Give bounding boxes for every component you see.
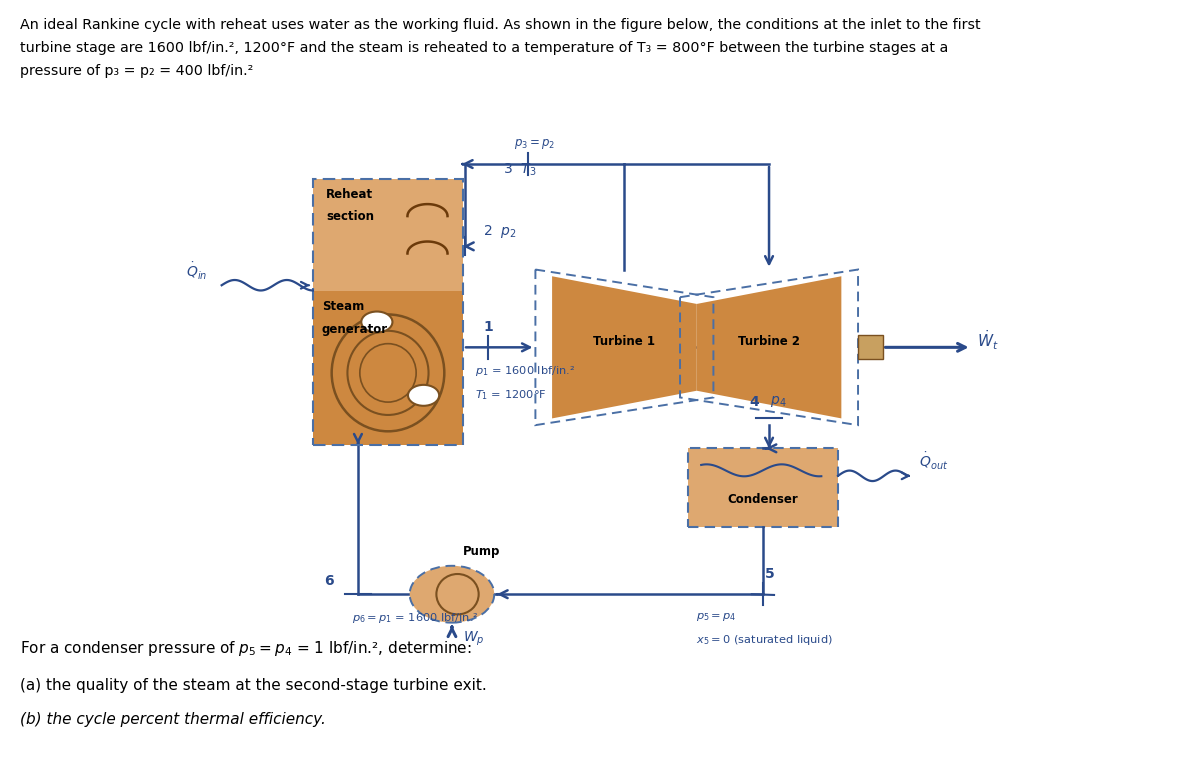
Text: $\dot{Q}_{in}$: $\dot{Q}_{in}$ — [186, 261, 207, 281]
Text: $T_1$ = 1200°F: $T_1$ = 1200°F — [475, 389, 546, 402]
Text: 5: 5 — [765, 567, 774, 581]
Text: 2  $p_2$: 2 $p_2$ — [483, 223, 517, 240]
Circle shape — [410, 565, 494, 623]
Text: Turbine 1: Turbine 1 — [593, 335, 655, 347]
Text: $\dot{Q}_{out}$: $\dot{Q}_{out}$ — [920, 451, 948, 472]
FancyBboxPatch shape — [313, 179, 463, 444]
Text: Steam: Steam — [322, 299, 364, 312]
Text: (b) the cycle percent thermal efficiency.: (b) the cycle percent thermal efficiency… — [20, 712, 326, 727]
Text: 6: 6 — [324, 575, 333, 588]
Text: For a condenser pressure of $p_5 = p_4$ = 1 lbf/in.², determine:: For a condenser pressure of $p_5 = p_4$ … — [20, 639, 472, 658]
FancyBboxPatch shape — [313, 179, 463, 290]
Text: $p_5 = p_4$: $p_5 = p_4$ — [696, 610, 736, 623]
Text: Reheat: Reheat — [326, 188, 374, 201]
FancyBboxPatch shape — [688, 448, 838, 527]
Text: $p_4$: $p_4$ — [762, 395, 787, 409]
Text: $p_1$ = 1600 lbf/in.²: $p_1$ = 1600 lbf/in.² — [475, 363, 576, 378]
Text: Pump: Pump — [463, 546, 500, 559]
Text: $p_6 = p_1$ = 1600 lbf/in.²: $p_6 = p_1$ = 1600 lbf/in.² — [352, 610, 479, 625]
Text: Condenser: Condenser — [728, 493, 798, 506]
Text: turbine stage are 1600 lbf/in.², 1200°F and the steam is reheated to a temperatu: turbine stage are 1600 lbf/in.², 1200°F … — [20, 40, 948, 55]
Text: 1: 1 — [483, 320, 493, 334]
Text: $x_5 = 0$ (saturated liquid): $x_5 = 0$ (saturated liquid) — [696, 633, 833, 647]
Circle shape — [408, 385, 440, 406]
Text: $\dot{W}_t$: $\dot{W}_t$ — [978, 328, 999, 352]
Text: $p_3 = p_2$: $p_3 = p_2$ — [514, 136, 556, 151]
Text: Turbine 2: Turbine 2 — [738, 335, 800, 347]
Text: An ideal Rankine cycle with reheat uses water as the working fluid. As shown in : An ideal Rankine cycle with reheat uses … — [20, 18, 981, 32]
FancyBboxPatch shape — [858, 335, 883, 360]
Polygon shape — [552, 277, 696, 418]
Text: $W_p$: $W_p$ — [463, 630, 485, 648]
Text: section: section — [326, 210, 375, 223]
Polygon shape — [696, 277, 842, 418]
Text: 4: 4 — [749, 395, 759, 409]
Text: generator: generator — [322, 324, 388, 337]
Circle shape — [362, 312, 392, 332]
Text: 3  $T_3$: 3 $T_3$ — [504, 162, 537, 178]
Text: (a) the quality of the steam at the second-stage turbine exit.: (a) the quality of the steam at the seco… — [20, 678, 487, 693]
Text: pressure of p₃ = p₂ = 400 lbf/in.²: pressure of p₃ = p₂ = 400 lbf/in.² — [20, 64, 254, 78]
